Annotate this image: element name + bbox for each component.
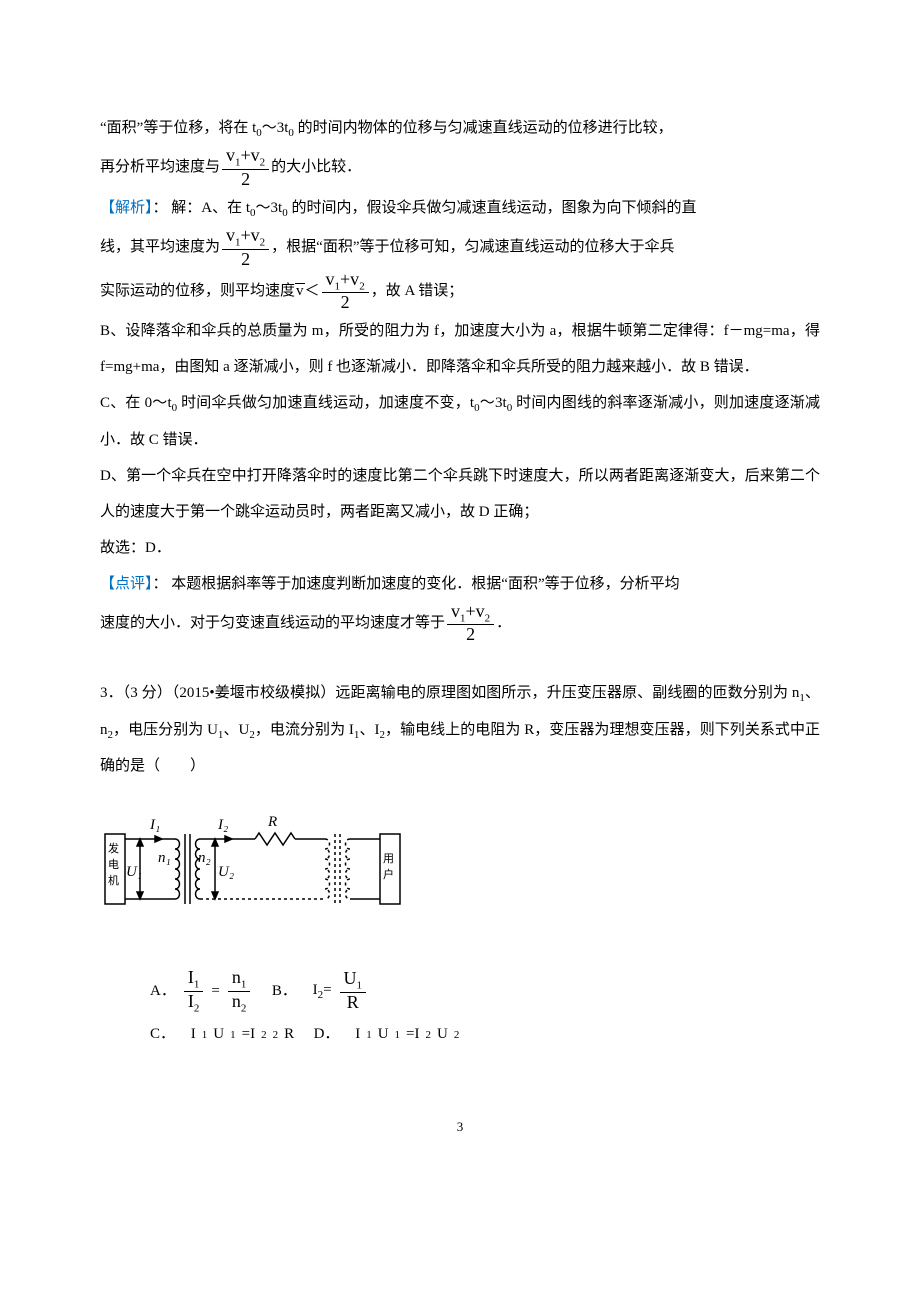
intro-line1: “面积”等于位移，将在 t0～3t0 的时间内物体的位移与匀减速直线运动的位移进…	[100, 110, 820, 146]
analysis-D: D、第一个伞兵在空中打开降落伞时的速度比第二个伞兵跳下时速度大，所以两者距离逐渐…	[100, 458, 820, 530]
vbar: v	[295, 283, 305, 299]
analysis-A-line2: 线，其平均速度为v1+v22，根据“面积”等于位移可知，匀减速直线运动的位移大于…	[100, 226, 820, 269]
review-line2: 速度的大小．对于匀变速直线运动的平均速度才等于v1+v22．	[100, 602, 820, 645]
circuit-diagram: I₁ I₂ R n₁ n₂ U₁ U₂ 发 电 机 用 户	[100, 794, 820, 958]
analysis-A-line3: 实际运动的位移，则平均速度v＜v1+v22，故 A 错误；	[100, 270, 820, 313]
option-CD: C． I1U1=I22R D． I1U1=I2U2	[150, 1018, 820, 1051]
svg-text:户: 户	[383, 867, 394, 881]
intro-line2: 再分析平均速度与v1+v22的大小比较．	[100, 146, 820, 189]
review-label: 【点评】	[100, 576, 153, 592]
svg-text:R: R	[267, 814, 277, 830]
svg-text:用: 用	[383, 853, 394, 865]
q3-stem: 3．（3 分）（2015•姜堰市校级模拟）远距离输电的原理图如图所示，升压变压器…	[100, 675, 820, 784]
analysis-B: B、设降落伞和伞兵的总质量为 m，所受的阻力为 f，加速度大小为 a，根据牛顿第…	[100, 313, 820, 385]
fraction-v1v2: v1+v22	[222, 146, 269, 189]
svg-text:n₁: n₁	[158, 850, 171, 866]
svg-text:U₁: U₁	[126, 864, 142, 880]
svg-text:电: 电	[108, 858, 119, 871]
page-number: 3	[100, 1111, 820, 1142]
svg-text:n₂: n₂	[198, 850, 211, 866]
svg-text:I₂: I₂	[217, 817, 228, 833]
svg-text:I₁: I₁	[149, 817, 160, 833]
svg-text:机: 机	[108, 873, 119, 887]
svg-text:U₂: U₂	[218, 864, 234, 880]
options-block: A． I1I2=n1n2 B． I2=U1R C． I1U1=I22R D． I…	[150, 968, 820, 1051]
conclusion: 故选：D．	[100, 530, 820, 566]
analysis-A: 【解析】： 解：A、在 t0～3t0 的时间内，假设伞兵做匀减速直线运动，图象为…	[100, 190, 820, 226]
option-AB: A． I1I2=n1n2 B． I2=U1R	[150, 968, 820, 1014]
review-line1: 【点评】： 本题根据斜率等于加速度判断加速度的变化．根据“面积”等于位移，分析平…	[100, 566, 820, 602]
svg-text:发: 发	[108, 841, 119, 855]
circuit-svg: I₁ I₂ R n₁ n₂ U₁ U₂ 发 电 机 用 户	[100, 794, 410, 944]
analysis-C: C、在 0～t0 时间伞兵做匀加速直线运动，加速度不变，t0～3t0 时间内图线…	[100, 385, 820, 457]
analysis-label: 【解析】	[100, 200, 153, 216]
